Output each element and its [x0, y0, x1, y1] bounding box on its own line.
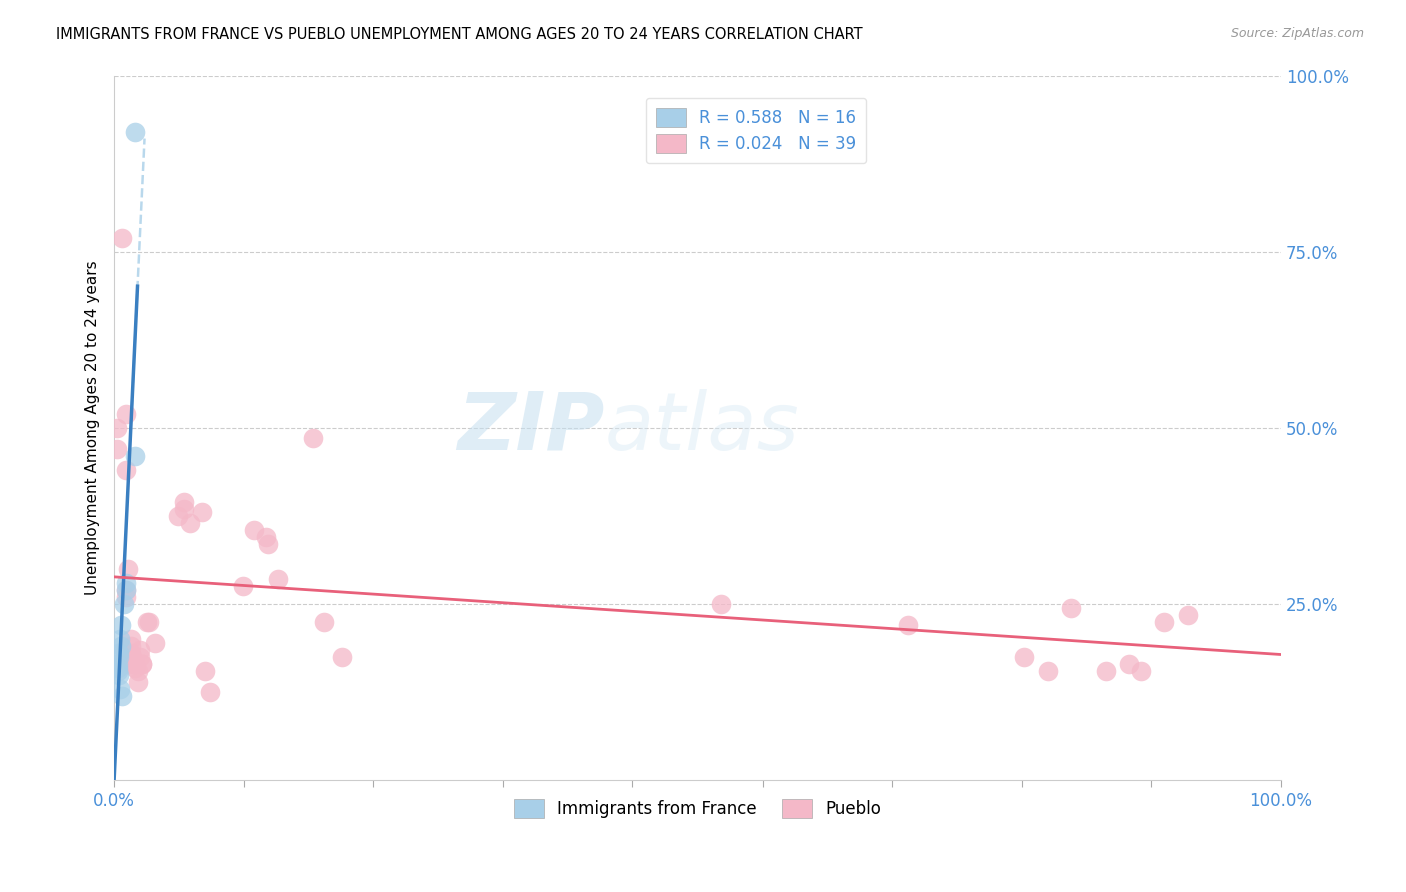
Point	[108, 632, 131, 647]
Point	[131, 657, 153, 671]
Point	[257, 537, 280, 551]
Point	[128, 650, 150, 665]
Text: IMMIGRANTS FROM FRANCE VS PUEBLO UNEMPLOYMENT AMONG AGES 20 TO 24 YEARS CORRELAT: IMMIGRANTS FROM FRANCE VS PUEBLO UNEMPLO…	[56, 27, 863, 42]
Point	[115, 407, 138, 421]
Point	[1036, 664, 1059, 678]
Point	[127, 664, 149, 678]
Point	[1153, 615, 1175, 629]
Point	[254, 530, 277, 544]
Point	[124, 449, 146, 463]
Point	[173, 502, 195, 516]
Point	[115, 463, 138, 477]
Point	[105, 442, 128, 456]
Point	[314, 615, 336, 629]
Point	[179, 516, 201, 530]
Point	[105, 421, 128, 435]
Point	[194, 664, 217, 678]
Point	[897, 618, 920, 632]
Point	[115, 590, 138, 604]
Point	[120, 632, 142, 647]
Point	[115, 582, 138, 597]
Point	[121, 650, 143, 665]
Point	[138, 615, 160, 629]
Text: atlas: atlas	[605, 389, 799, 467]
Point	[243, 523, 266, 537]
Point	[110, 640, 132, 654]
Point	[107, 660, 129, 674]
Point	[1095, 664, 1118, 678]
Point	[231, 579, 253, 593]
Point	[108, 647, 131, 661]
Point	[1129, 664, 1152, 678]
Point	[190, 506, 212, 520]
Point	[111, 689, 134, 703]
Point	[1177, 607, 1199, 622]
Point	[107, 664, 129, 678]
Point	[131, 657, 153, 671]
Point	[167, 508, 190, 523]
Point	[111, 230, 134, 244]
Point	[120, 640, 142, 654]
Point	[108, 650, 131, 665]
Y-axis label: Unemployment Among Ages 20 to 24 years: Unemployment Among Ages 20 to 24 years	[86, 260, 100, 595]
Point	[110, 618, 132, 632]
Point	[198, 685, 221, 699]
Point	[1118, 657, 1140, 671]
Point	[266, 573, 288, 587]
Point	[115, 576, 138, 591]
Point	[124, 660, 146, 674]
Point	[128, 643, 150, 657]
Point	[1012, 650, 1035, 665]
Point	[115, 582, 138, 597]
Point	[107, 657, 129, 671]
Point	[135, 615, 157, 629]
Legend: Immigrants from France, Pueblo: Immigrants from France, Pueblo	[508, 792, 887, 825]
Point	[120, 647, 142, 661]
Point	[108, 667, 131, 681]
Point	[117, 562, 139, 576]
Point	[143, 636, 166, 650]
Point	[173, 495, 195, 509]
Point	[301, 432, 323, 446]
Text: ZIP: ZIP	[457, 389, 605, 467]
Point	[112, 597, 135, 611]
Text: Source: ZipAtlas.com: Source: ZipAtlas.com	[1230, 27, 1364, 40]
Point	[124, 657, 146, 671]
Point	[127, 674, 149, 689]
Point	[108, 681, 131, 696]
Point	[1060, 600, 1083, 615]
Point	[124, 125, 146, 139]
Point	[121, 657, 143, 671]
Point	[710, 597, 733, 611]
Point	[330, 650, 353, 665]
